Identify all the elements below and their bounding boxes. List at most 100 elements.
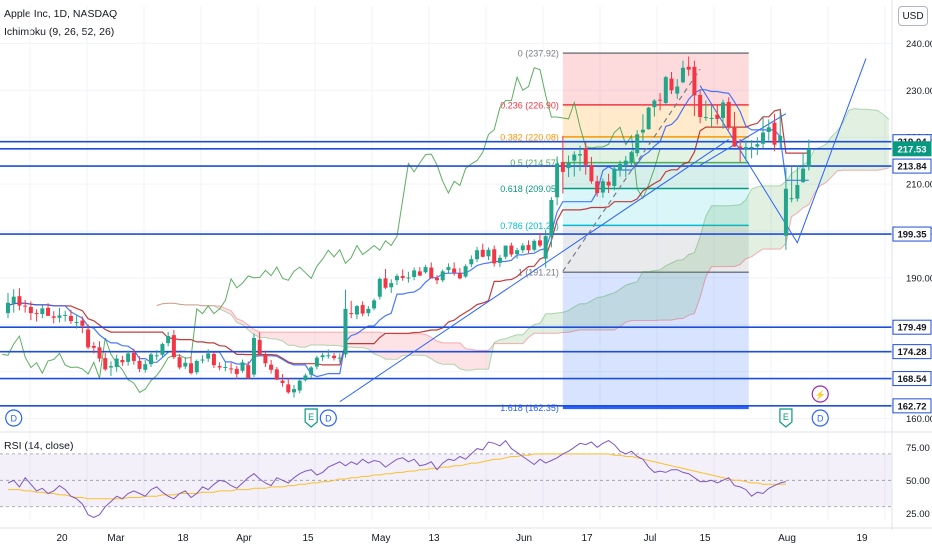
earnings-marker xyxy=(779,408,793,428)
ichimoku-cloud xyxy=(682,254,689,319)
ichimoku-cloud xyxy=(694,236,701,314)
candle-body xyxy=(263,354,268,364)
candle-body xyxy=(560,162,565,172)
candle-body xyxy=(400,276,405,278)
ichimoku-cloud xyxy=(608,292,615,330)
candle-body xyxy=(91,345,96,348)
candle-body xyxy=(755,144,760,147)
ichimoku-cloud xyxy=(448,342,455,365)
candle-body xyxy=(600,181,605,193)
ichimoku-cloud xyxy=(860,109,866,171)
ichimoku-cloud xyxy=(471,349,478,371)
price-tick-label: 230.00 xyxy=(906,86,932,97)
ichimoku-cloud xyxy=(585,300,592,330)
price-tick-label: 190.00 xyxy=(906,273,932,284)
ichimoku-cloud xyxy=(454,342,460,369)
candle-body xyxy=(640,129,645,133)
time-tick-label: Aug xyxy=(778,533,796,544)
candle-body xyxy=(366,308,371,314)
candle-body xyxy=(680,67,685,83)
candle-body xyxy=(515,250,520,254)
candle-body xyxy=(658,99,663,101)
candle-body xyxy=(801,168,806,183)
ichimoku-cloud xyxy=(271,332,277,340)
time-tick-label: Apr xyxy=(236,533,252,544)
time-tick-label: 18 xyxy=(177,533,189,544)
candle-body xyxy=(417,271,422,276)
ichimoku-cloud xyxy=(334,332,340,346)
ichimoku-cloud xyxy=(494,339,500,344)
candle-body xyxy=(698,94,703,118)
ichimoku-cloud xyxy=(374,332,380,357)
candle-body xyxy=(269,364,274,370)
candle-body xyxy=(246,365,251,379)
ichimoku-cloud xyxy=(511,334,518,344)
ichimoku-cloud xyxy=(213,305,220,309)
candle-body xyxy=(389,283,394,288)
ichimoku-cloud xyxy=(711,205,718,267)
price-tick-label: 160.00 xyxy=(906,414,932,425)
ichimoku-cloud xyxy=(768,185,775,250)
ichimoku-cloud xyxy=(545,313,552,334)
candle-body xyxy=(149,354,153,365)
candle-body xyxy=(457,273,462,279)
candle-body xyxy=(274,369,279,380)
candle-body xyxy=(394,276,399,281)
ichimoku-cloud xyxy=(574,303,580,332)
ichimoku-cloud xyxy=(791,169,798,217)
candle-body xyxy=(721,102,725,118)
fib-zone xyxy=(562,53,749,105)
candle-body xyxy=(126,353,131,362)
candle-body xyxy=(360,305,365,314)
candle-body xyxy=(555,163,560,198)
price-level-tag-label: 213.84 xyxy=(897,162,927,173)
candle-body xyxy=(326,355,331,357)
candle-body xyxy=(217,366,222,368)
candle-body xyxy=(789,198,794,200)
candle-body xyxy=(343,308,348,355)
candle-body xyxy=(114,358,119,368)
time-tick-label: 15 xyxy=(699,533,711,544)
gridlines xyxy=(0,6,892,520)
candle-body xyxy=(692,66,697,96)
candle-body xyxy=(337,357,342,359)
ichimoku-cloud xyxy=(522,328,529,344)
candle-body xyxy=(635,134,640,154)
candle-body xyxy=(423,267,428,273)
ichimoku-cloud xyxy=(597,296,603,330)
candle-body xyxy=(583,148,588,165)
price-level-tag-label: 162.72 xyxy=(897,401,926,412)
candle-body xyxy=(589,164,594,182)
ichimoku-cloud xyxy=(837,122,844,171)
ichimoku-cloud xyxy=(225,308,232,315)
candle-body xyxy=(675,86,680,94)
ichimoku-cloud xyxy=(631,281,638,321)
fib-zone xyxy=(562,136,749,163)
time-tick-label: 17 xyxy=(581,533,593,544)
candle-body xyxy=(772,122,777,145)
ichimoku-cloud xyxy=(843,110,849,171)
price-level-tag xyxy=(892,398,932,414)
candle-body xyxy=(120,359,125,363)
candle-body xyxy=(46,307,51,316)
candle-body xyxy=(606,181,611,186)
ichimoku-cloud xyxy=(299,332,306,348)
candle-body xyxy=(200,359,205,361)
candle-body xyxy=(412,270,417,277)
candle-body xyxy=(543,236,548,259)
ichimoku-cloud xyxy=(642,271,649,321)
candle-body xyxy=(806,148,811,167)
ichimoku-cloud xyxy=(362,332,369,349)
ichimoku-cloud xyxy=(757,185,764,253)
ichimoku-cloud xyxy=(311,332,317,346)
ichimoku-cloud xyxy=(688,252,695,316)
ichimoku-cloud xyxy=(431,337,437,363)
time-tick-label: 15 xyxy=(302,533,314,544)
candle-body xyxy=(28,306,33,314)
candle-body xyxy=(183,362,188,367)
candle-body xyxy=(303,375,308,381)
currency-button[interactable]: USD xyxy=(898,6,928,26)
ichimoku-cloud xyxy=(396,333,403,360)
ichimoku-cloud xyxy=(505,336,512,344)
